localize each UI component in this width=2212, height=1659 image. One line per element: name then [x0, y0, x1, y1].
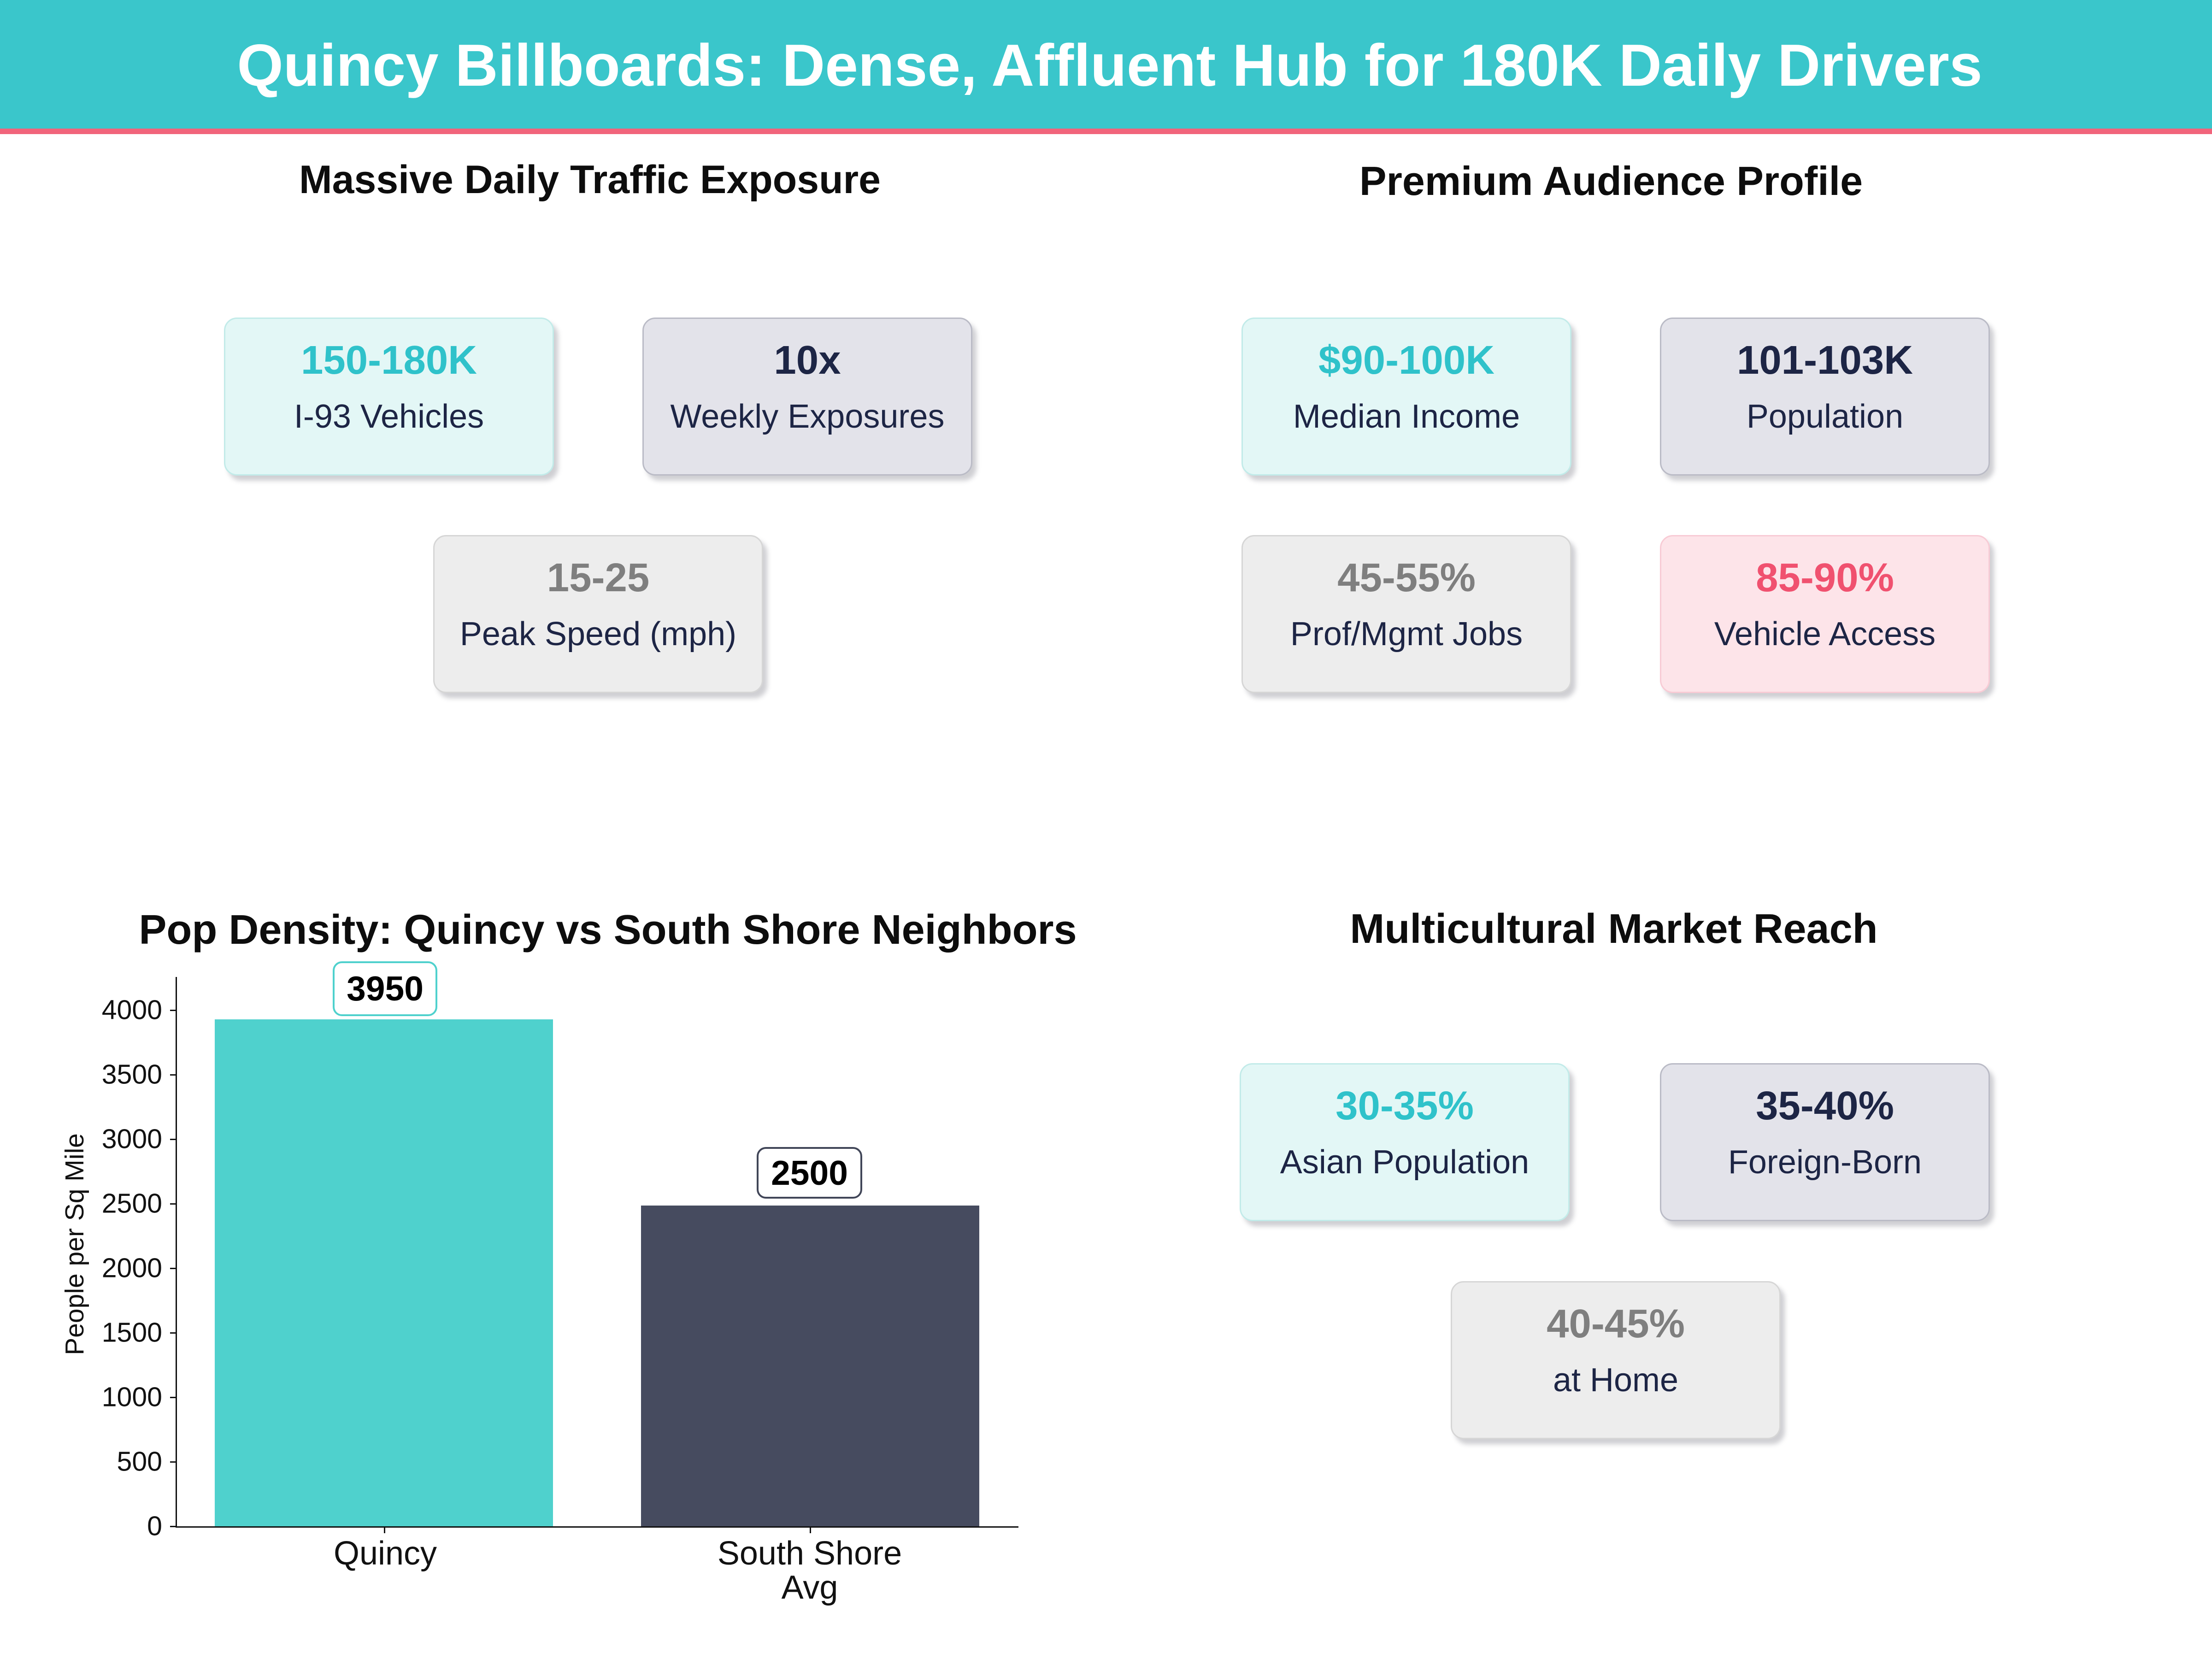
svg-text:People per Sq Mile: People per Sq Mile: [60, 1133, 89, 1355]
